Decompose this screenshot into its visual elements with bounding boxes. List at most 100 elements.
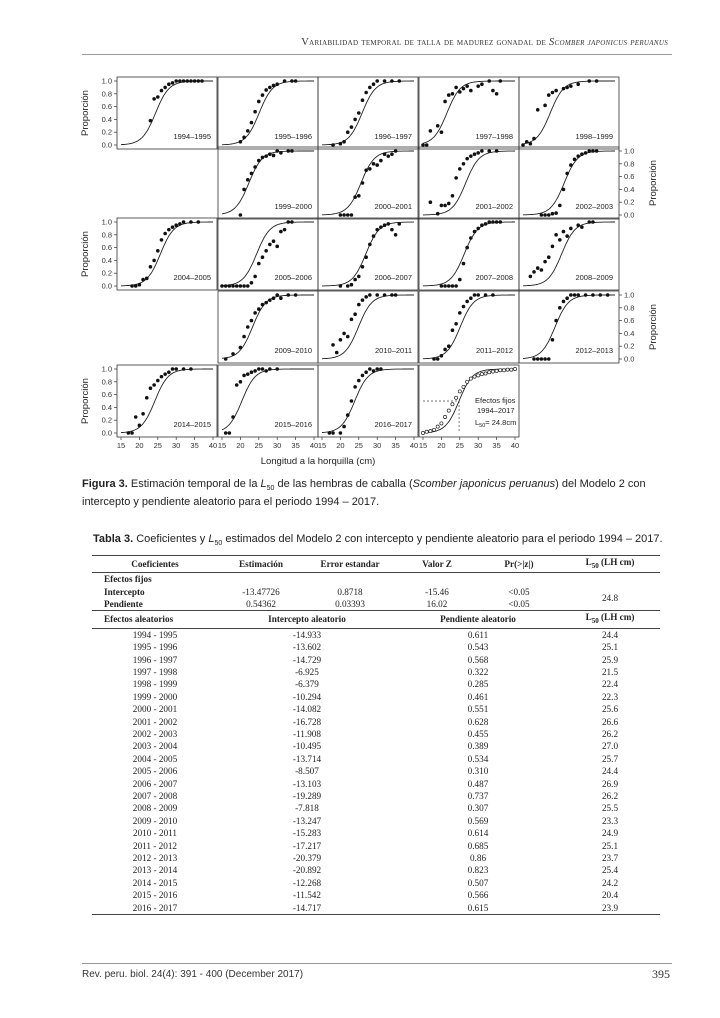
data-point (505, 367, 510, 372)
fixed-cell: 0.03393 (335, 599, 365, 610)
panel-label: 2010–2011 (375, 346, 412, 355)
data-point (357, 274, 361, 279)
data-point (469, 154, 473, 158)
table-row: 2002 - 2003 -11.908 0.455 26.2 (92, 728, 660, 740)
y-tick-label: 0.8 (102, 89, 112, 98)
data-point (130, 284, 134, 288)
fitted-curve (422, 294, 515, 360)
data-point (375, 163, 380, 167)
data-point (253, 165, 257, 169)
data-point (390, 227, 394, 232)
table-cell: 26.6 (601, 716, 619, 727)
y-tick-label: 0.2 (102, 416, 112, 425)
panel-label: 2000–2001 (374, 202, 412, 211)
table-cell: 2014 - 2015 (132, 877, 178, 888)
data-point (126, 431, 131, 435)
data-point (249, 281, 254, 285)
data-point (260, 93, 265, 97)
table-cell: 2007 - 2008 (132, 790, 178, 801)
data-point (163, 231, 167, 236)
data-point (260, 155, 265, 160)
table-cell: 2016 - 2017 (92, 901, 218, 916)
data-point (159, 374, 164, 379)
x-tick-label: 20 (236, 441, 244, 450)
data-point (465, 245, 469, 250)
y-tick-label: 0.4 (624, 329, 634, 338)
data-point (338, 284, 343, 288)
table-title-sub: 50 (214, 540, 223, 548)
fixed-row-name: Intercepto (104, 586, 145, 597)
data-point (167, 227, 171, 232)
data-point (220, 284, 224, 288)
data-point (461, 261, 466, 266)
data-point (200, 79, 204, 83)
data-point (260, 255, 265, 259)
data-point (181, 220, 186, 224)
data-point (159, 88, 164, 93)
data-point (368, 367, 372, 371)
table-cell: 1997 - 1998 (132, 666, 178, 677)
table-cell: -14.082 (292, 704, 322, 715)
footer-rule (82, 963, 672, 964)
data-point (421, 431, 425, 435)
table-cell: 0.611 (467, 629, 489, 640)
data-point (223, 431, 228, 435)
th-random-effects: Efectos aleatorios (92, 610, 218, 629)
data-point (268, 242, 272, 247)
y-tick-label: 0.4 (102, 256, 112, 265)
data-point (479, 372, 484, 377)
data-point (476, 84, 481, 88)
data-point (152, 258, 156, 263)
table-header-row: Coeficientes Estimación Error estandar V… (92, 554, 660, 574)
panel-label: 2005–2006 (274, 273, 312, 282)
data-point (364, 90, 368, 95)
data-point (293, 293, 298, 297)
table-cell: 0.310 (467, 766, 489, 777)
table-cell: 25.1 (601, 642, 619, 653)
data-point (163, 372, 167, 376)
data-point (469, 236, 473, 240)
data-point (141, 277, 145, 282)
table-cell: 1998 - 1999 (132, 679, 178, 690)
data-point (275, 149, 280, 153)
data-point (379, 158, 383, 163)
data-point (502, 368, 506, 373)
table-cell: 25.4 (601, 865, 619, 876)
y-tick-label: 0.6 (624, 172, 634, 181)
data-point (554, 211, 558, 215)
data-point (591, 220, 595, 224)
table-cell: 0.307 (467, 803, 489, 814)
table-cell: -6.379 (295, 679, 319, 690)
figure-panel-grid: 1994–1995 1995–1996 1996–1997 1997–1998 1998… (80, 77, 659, 468)
table-row: 1995 - 1996 -13.602 0.543 25.1 (92, 641, 660, 653)
data-point (480, 82, 484, 86)
data-point (170, 367, 175, 371)
fixed-cell: 16.02 (426, 599, 448, 610)
data-point (345, 413, 350, 417)
fixed-cell: 0.54362 (246, 599, 276, 610)
table-cell: 24.9 (601, 828, 619, 839)
data-point (245, 178, 250, 182)
table-row: 1996 - 1997 -14.729 0.568 25.9 (92, 654, 660, 666)
y-tick-label: 0.6 (624, 316, 634, 325)
data-point (565, 171, 569, 176)
data-point (480, 149, 484, 153)
data-point (558, 306, 562, 310)
table-cell: 24.2 (601, 877, 619, 888)
data-point (223, 284, 228, 288)
data-point (461, 304, 466, 309)
header-rule (82, 54, 672, 55)
data-point (569, 84, 573, 88)
y-tick-label: 0.8 (624, 303, 634, 312)
data-point (450, 284, 455, 288)
data-point (253, 109, 257, 114)
data-point (231, 284, 235, 288)
data-point (345, 213, 350, 217)
th-random-l50-unit: (LH cm) (598, 612, 635, 623)
fixed-cell: 0.8718 (337, 586, 363, 597)
data-point (569, 163, 573, 167)
x-tick-label: 30 (273, 441, 281, 450)
panel-label: 2006–2007 (374, 273, 412, 282)
data-point (454, 85, 458, 90)
panel-frame (317, 217, 419, 291)
